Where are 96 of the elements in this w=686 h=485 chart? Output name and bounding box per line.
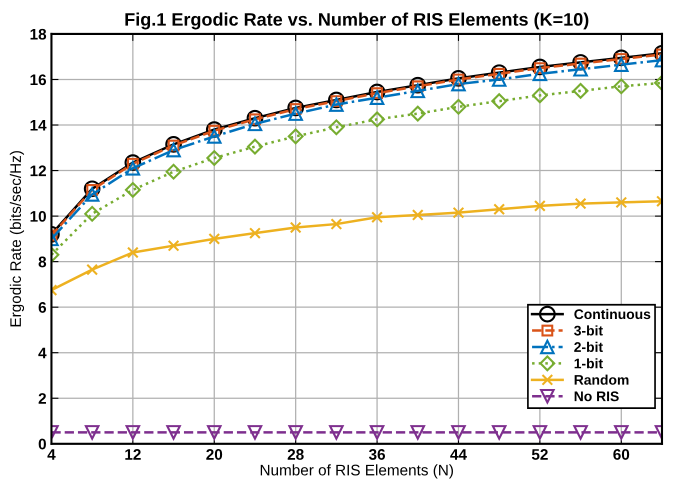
point — [329, 425, 344, 440]
legend-label: No RIS — [574, 391, 619, 402]
point — [573, 425, 588, 440]
point — [86, 264, 98, 276]
x-tick-label: 44 — [450, 449, 467, 460]
point — [328, 119, 344, 136]
point — [615, 196, 628, 208]
y-tick-label: 12 — [30, 165, 46, 176]
point — [166, 142, 181, 158]
x-tick-label: 28 — [288, 449, 304, 460]
x-tick-label: 60 — [613, 449, 630, 460]
point — [492, 425, 506, 440]
point — [206, 425, 222, 440]
point — [287, 100, 304, 116]
point — [84, 206, 100, 222]
point — [166, 164, 182, 180]
point — [328, 92, 345, 108]
point — [124, 182, 141, 198]
point — [249, 227, 261, 240]
point — [409, 76, 426, 94]
point — [613, 78, 630, 94]
point — [450, 98, 466, 115]
y-tick-label: 10 — [30, 210, 46, 222]
y-tick-label: 4 — [38, 348, 47, 358]
point — [208, 232, 220, 245]
point — [126, 246, 139, 258]
point — [369, 111, 385, 128]
point — [165, 136, 182, 153]
point — [532, 58, 548, 76]
point — [491, 93, 508, 110]
point — [451, 425, 466, 440]
point — [410, 425, 426, 440]
point — [614, 57, 629, 72]
x-tick-label: 20 — [206, 449, 222, 460]
point — [290, 222, 302, 234]
point — [166, 425, 181, 440]
legend-label: Random — [574, 374, 628, 385]
point — [532, 425, 548, 440]
point — [412, 209, 424, 221]
y-tick-label: 14 — [30, 120, 47, 131]
point — [247, 138, 263, 155]
y-axis-title: Ergodic Rate (bits/sec/Hz) — [10, 151, 24, 326]
legend-label: Continuous — [574, 308, 650, 320]
point — [84, 425, 100, 440]
point — [124, 154, 142, 171]
point — [451, 76, 466, 92]
point — [370, 425, 384, 440]
point — [452, 206, 464, 219]
point — [410, 84, 426, 98]
point — [532, 88, 548, 104]
chart-title: Fig.1 Ergodic Rate vs. Number of RIS Elements (K=10) — [125, 12, 588, 30]
point — [368, 84, 386, 100]
point — [248, 425, 262, 440]
point — [410, 106, 426, 122]
point — [534, 200, 546, 212]
y-tick-label: 16 — [30, 74, 46, 86]
legend-label: 1-bit — [574, 358, 603, 368]
legend-label: 2-bit — [574, 342, 603, 352]
x-tick-label: 52 — [532, 449, 548, 460]
point — [493, 203, 506, 216]
point — [246, 110, 264, 127]
y-tick-label: 2 — [38, 393, 46, 404]
point — [248, 116, 262, 132]
point — [206, 121, 223, 138]
point — [329, 97, 344, 112]
x-axis-title: Number of RIS Elements (N) — [260, 464, 453, 478]
point — [288, 425, 303, 440]
x-tick-label: 36 — [368, 449, 386, 460]
point — [612, 50, 630, 66]
point — [574, 198, 586, 210]
point — [450, 70, 467, 87]
point — [84, 180, 100, 198]
y-tick-label: 6 — [38, 302, 46, 313]
point — [614, 425, 629, 440]
point — [126, 425, 140, 440]
point — [490, 64, 508, 81]
y-tick-label: 0 — [38, 438, 46, 450]
point — [572, 82, 589, 99]
x-tick-label: 4 — [47, 449, 56, 460]
point — [370, 90, 384, 105]
point — [330, 218, 342, 230]
point — [573, 62, 588, 77]
point — [288, 106, 303, 121]
y-tick-label: 18 — [30, 28, 46, 40]
y-tick-label: 8 — [38, 256, 46, 268]
point — [371, 211, 383, 224]
point — [288, 128, 304, 144]
point — [206, 150, 222, 166]
point — [206, 129, 222, 144]
point — [126, 160, 140, 176]
x-tick-label: 12 — [125, 449, 141, 460]
point — [492, 72, 506, 87]
legend-label: 3-bit — [574, 325, 603, 336]
point — [168, 240, 180, 252]
point — [532, 66, 548, 82]
point — [84, 187, 100, 202]
